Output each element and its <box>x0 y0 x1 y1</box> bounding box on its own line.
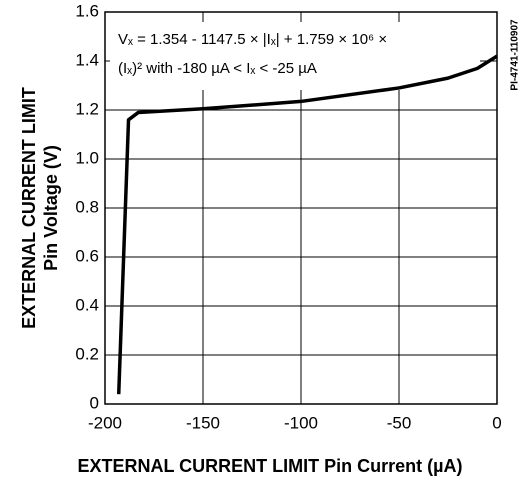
y-tick-label: 1.0 <box>75 148 99 167</box>
y-axis-label: Pin Voltage (V) <box>41 145 61 271</box>
y-tick-label: 0.8 <box>75 197 99 216</box>
y-tick-label: 0.6 <box>75 246 99 265</box>
x-tick-label: -50 <box>387 413 412 432</box>
plot-frame <box>104 11 498 405</box>
y-tick-label: 1.4 <box>75 50 99 69</box>
x-tick-label: -150 <box>186 413 220 432</box>
series-line <box>116 54 498 395</box>
y-tick-label: 0.4 <box>75 295 99 314</box>
x-axis-label: EXTERNAL CURRENT LIMIT Pin Current (µA) <box>77 456 462 476</box>
figure-id: PI-4741-110907 <box>510 19 521 91</box>
x-tick-label: -100 <box>284 413 318 432</box>
y-tick-label: 0 <box>90 393 99 412</box>
annotation-bg <box>110 22 480 90</box>
y-tick-label: 0.2 <box>75 344 99 363</box>
annotation: (Iₓ)² with -180 µA < Iₓ < -25 µA <box>118 60 317 77</box>
annotation: Vₓ = 1.354 - 1147.5 × |Iₓ| + 1.759 × 10⁶… <box>118 31 387 48</box>
x-tick-label: -200 <box>88 413 122 432</box>
y-tick-label: 1.6 <box>75 1 99 20</box>
y-tick-label: 1.2 <box>75 99 99 118</box>
x-tick-label: 0 <box>492 413 501 432</box>
y-axis-label: EXTERNAL CURRENT LIMIT <box>19 87 39 329</box>
